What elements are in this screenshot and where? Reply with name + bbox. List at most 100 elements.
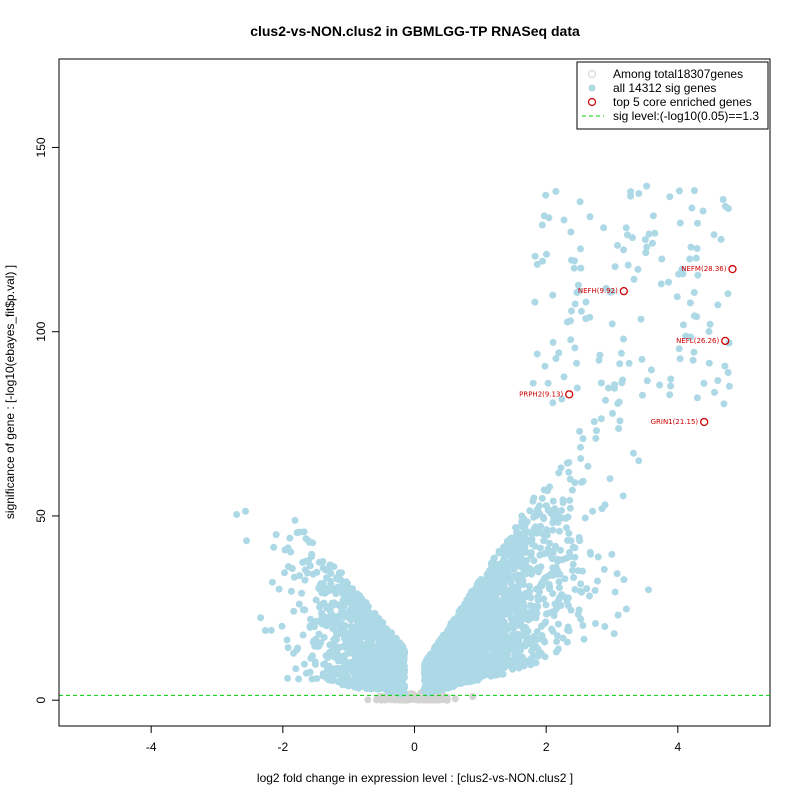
data-point-sig bbox=[488, 593, 495, 601]
data-point-sig bbox=[574, 610, 582, 618]
data-point-sig bbox=[502, 566, 509, 574]
data-point-sig bbox=[558, 507, 565, 514]
y-tick-label: 100 bbox=[34, 321, 48, 341]
data-point-sig bbox=[575, 534, 583, 541]
data-point-sig bbox=[549, 399, 557, 407]
data-point-sig bbox=[342, 609, 350, 617]
data-point-sig bbox=[469, 621, 477, 629]
data-point-sig bbox=[521, 528, 528, 535]
data-point-sig bbox=[561, 575, 569, 583]
data-point-sig bbox=[493, 577, 501, 585]
data-point-sig bbox=[479, 607, 487, 615]
data-point-sig bbox=[657, 280, 665, 288]
data-point-sig bbox=[717, 235, 725, 243]
data-point-sig bbox=[606, 475, 614, 483]
data-point-sig bbox=[495, 572, 503, 580]
data-point-sig bbox=[545, 585, 553, 593]
data-point-sig bbox=[503, 633, 511, 641]
data-point-sig bbox=[539, 578, 547, 586]
y-axis: 0 50 100 150 bbox=[34, 137, 60, 704]
data-point-sig bbox=[324, 654, 332, 662]
data-point-sig bbox=[582, 298, 590, 306]
data-point-sig bbox=[492, 671, 500, 679]
data-point-sig bbox=[564, 594, 572, 602]
data-point-sig bbox=[497, 635, 505, 643]
data-point-sig bbox=[643, 182, 651, 190]
data-point-sig bbox=[357, 681, 365, 689]
data-point-sig bbox=[534, 635, 542, 643]
data-point-sig bbox=[488, 637, 496, 645]
data-point-sig bbox=[567, 228, 575, 236]
data-point-sig bbox=[602, 396, 609, 404]
data-point-sig bbox=[491, 630, 499, 637]
data-point-sig bbox=[565, 468, 573, 476]
data-point-sig bbox=[711, 388, 718, 396]
data-point-sig bbox=[365, 616, 373, 624]
data-point-sig bbox=[511, 572, 519, 580]
data-point-sig bbox=[571, 257, 578, 265]
data-point-sig bbox=[527, 549, 535, 557]
data-point-sig bbox=[591, 587, 599, 594]
data-point-sig bbox=[354, 675, 362, 683]
data-point-sig bbox=[507, 614, 515, 622]
data-point-sig bbox=[385, 688, 393, 695]
data-point-sig bbox=[616, 417, 624, 425]
data-point-sig bbox=[538, 494, 546, 502]
data-point-sig bbox=[432, 674, 440, 682]
data-point-sig bbox=[579, 622, 587, 629]
data-point-sig bbox=[317, 639, 325, 647]
data-point-sig bbox=[565, 529, 573, 537]
data-point-sig bbox=[577, 455, 585, 462]
data-point-sig bbox=[620, 576, 628, 584]
data-point-sig bbox=[523, 566, 531, 574]
data-point-sig bbox=[549, 338, 557, 346]
data-point-sig bbox=[609, 409, 616, 417]
data-point-sig bbox=[335, 573, 343, 581]
data-point-sig bbox=[381, 625, 389, 633]
data-point-sig bbox=[490, 654, 497, 662]
top-gene-label: NEFM(28.36) bbox=[681, 265, 726, 273]
data-point-sig bbox=[682, 332, 690, 340]
x-axis-label: log2 fold change in expression level : [… bbox=[257, 771, 573, 785]
data-point-sig bbox=[552, 187, 560, 195]
data-point-sig bbox=[608, 550, 616, 558]
data-point-sig bbox=[527, 661, 535, 669]
data-point-sig bbox=[615, 398, 623, 406]
data-point-sig bbox=[565, 459, 573, 466]
data-point-sig bbox=[384, 641, 392, 649]
data-point-sig bbox=[467, 660, 475, 668]
data-point-sig bbox=[303, 569, 311, 577]
data-point-sig bbox=[656, 381, 664, 389]
data-point-sig bbox=[705, 359, 713, 367]
data-point-sig bbox=[558, 395, 566, 403]
data-point-sig bbox=[600, 224, 608, 232]
data-point-sig bbox=[686, 255, 694, 263]
data-point-sig bbox=[379, 619, 387, 627]
data-point-sig bbox=[549, 497, 557, 505]
data-point-sig bbox=[725, 382, 733, 390]
data-point-sig bbox=[557, 546, 565, 554]
data-point-sig bbox=[570, 264, 578, 272]
data-point-sig bbox=[552, 648, 560, 656]
data-point-sig bbox=[577, 443, 584, 451]
data-point-sig bbox=[542, 502, 550, 510]
legend-entry-sigline: sig level:(-log10(0.05)==1.3 bbox=[613, 109, 759, 123]
data-point-sig bbox=[617, 349, 625, 357]
data-point-sig bbox=[559, 496, 567, 504]
data-point-sig bbox=[505, 656, 513, 664]
data-point-sig bbox=[491, 554, 498, 562]
data-point-sig bbox=[340, 582, 348, 590]
data-point-sig bbox=[540, 486, 548, 494]
data-point-sig bbox=[643, 243, 651, 251]
data-point-sig bbox=[620, 246, 628, 254]
data-point-sig bbox=[307, 615, 314, 623]
data-point-sig bbox=[611, 263, 619, 271]
data-point-sig bbox=[689, 356, 697, 364]
data-point-sig bbox=[552, 355, 560, 362]
data-point-sig bbox=[301, 576, 309, 584]
data-point-sig bbox=[523, 557, 531, 564]
data-point-sig bbox=[676, 219, 684, 227]
data-point-sig bbox=[364, 624, 372, 632]
data-point-sig bbox=[328, 674, 336, 682]
data-point-sig bbox=[525, 582, 533, 590]
